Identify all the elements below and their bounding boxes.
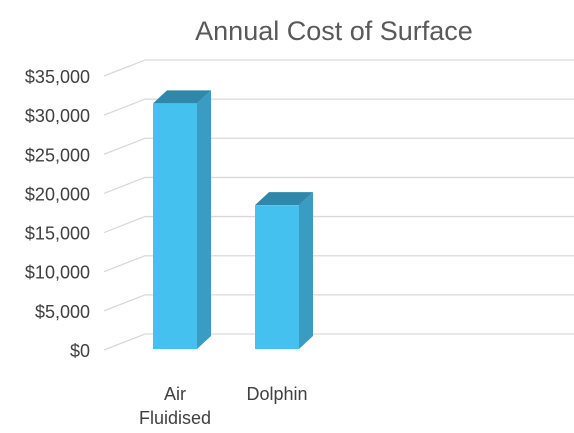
gridline (103, 137, 574, 155)
x-axis-labels: Air Fluidised Dolphin (139, 384, 308, 428)
y-tick-label: $15,000 (25, 224, 90, 244)
x-category-label: Air Fluidised (139, 384, 211, 428)
x-category-line: Dolphin (246, 384, 307, 404)
bar-top (153, 90, 211, 104)
y-tick-label: $20,000 (25, 184, 90, 204)
bars (153, 90, 313, 350)
y-tick-label: $0 (70, 341, 90, 361)
gridlines (103, 59, 574, 351)
bar (255, 192, 313, 349)
gridline (103, 333, 574, 351)
x-category-label: Dolphin (246, 384, 307, 404)
bar-top (255, 192, 313, 206)
gridline (103, 294, 574, 312)
y-tick-label: $25,000 (25, 145, 90, 165)
gridline (103, 98, 574, 116)
x-category-line: Air (164, 384, 186, 404)
y-tick-label: $30,000 (25, 106, 90, 126)
bar-side (299, 192, 313, 349)
bar-side (197, 90, 211, 350)
y-axis-labels: $0 $5,000 $10,000 $15,000 $20,000 $25,000 $30,… (25, 67, 90, 361)
gridline (103, 176, 574, 195)
x-category-line: Fluidised (139, 408, 211, 428)
bar-front (153, 103, 197, 350)
bar (153, 90, 211, 350)
gridline (103, 59, 574, 77)
chart-title: Annual Cost of Surface (195, 16, 473, 46)
y-tick-label: $5,000 (35, 302, 90, 322)
gridline (103, 255, 574, 273)
y-tick-label: $10,000 (25, 263, 90, 283)
gridline (103, 215, 574, 234)
bar-front (255, 205, 299, 349)
y-tick-label: $35,000 (25, 67, 90, 87)
